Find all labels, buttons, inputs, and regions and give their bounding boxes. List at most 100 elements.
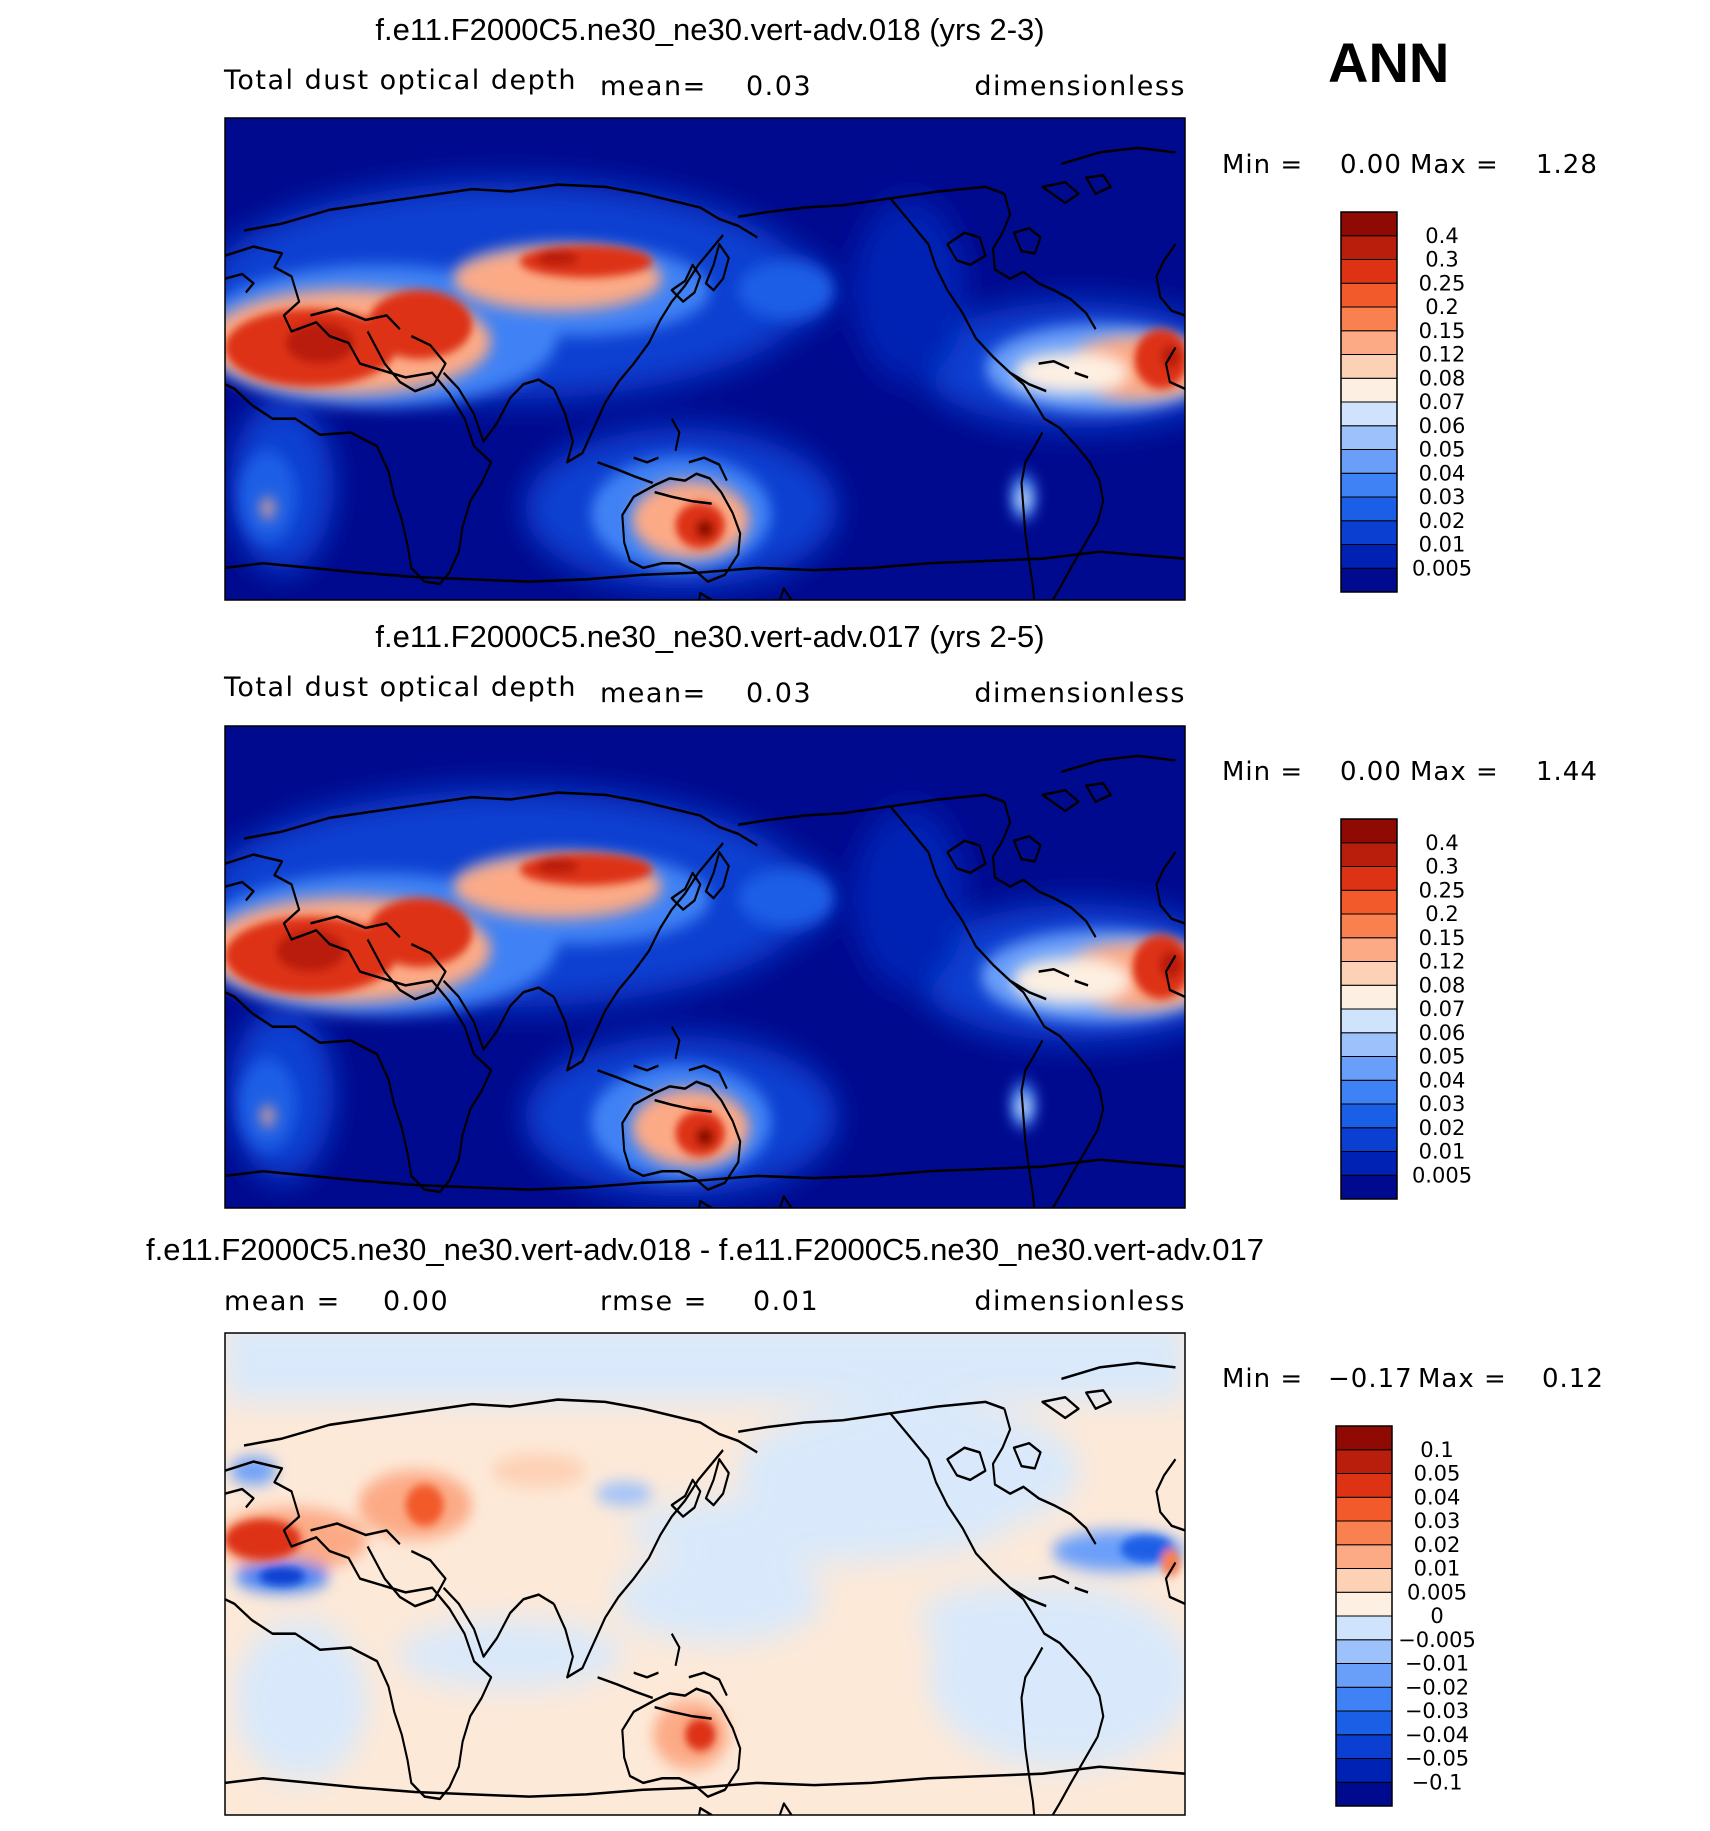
panel-2-max-label: Max = <box>1410 757 1499 787</box>
colorbar-label: 0.03 <box>1419 485 1466 509</box>
colorbar-label: 0.12 <box>1419 950 1466 974</box>
colorbar-segment <box>1340 449 1398 474</box>
panel-2-mean-value: 0.03 <box>746 678 812 709</box>
colorbar-segment <box>1335 1591 1393 1617</box>
colorbar-segment <box>1340 1103 1398 1129</box>
colorbar-label: 0.07 <box>1419 390 1466 414</box>
colorbar-segment <box>1340 1079 1398 1105</box>
panel-1-mean-value: 0.03 <box>746 71 812 102</box>
colorbar-label: −0.01 <box>1405 1652 1469 1676</box>
colorbar-label: 0.08 <box>1419 973 1466 997</box>
panel-3-colorbar: −0.1−0.05−0.04−0.03−0.02−0.01−0.00500.00… <box>1335 1425 1476 1807</box>
panel-3-min-value: −0.17 <box>1328 1364 1413 1394</box>
colorbar-label: 0.03 <box>1419 1092 1466 1116</box>
panel-3-map <box>224 1332 1186 1816</box>
colorbar-segment <box>1340 401 1398 427</box>
colorbar-label: 0 <box>1430 1604 1443 1628</box>
colorbar-label: −0.005 <box>1398 1628 1476 1652</box>
colorbar-label: 0.02 <box>1419 509 1466 533</box>
panel-3-max-label: Max = <box>1418 1364 1507 1394</box>
panel-2-min-value: 0.00 <box>1340 757 1402 787</box>
panel-2-map <box>224 725 1186 1209</box>
colorbar-segment <box>1340 1174 1398 1200</box>
colorbar-segment <box>1340 567 1398 593</box>
colorbar-label: 0.04 <box>1419 1068 1466 1092</box>
colorbar-segment <box>1335 1734 1393 1759</box>
colorbar-label: −0.04 <box>1405 1723 1469 1747</box>
colorbar-label: 0.25 <box>1419 271 1466 295</box>
colorbar-label: −0.03 <box>1405 1699 1469 1723</box>
colorbar-label: 0.12 <box>1419 343 1466 367</box>
panel-3-mean-value: 0.00 <box>383 1286 449 1317</box>
panel-1-min-label: Min = <box>1222 150 1303 180</box>
colorbar-segment <box>1340 544 1398 569</box>
colorbar-label: 0.02 <box>1419 1116 1466 1140</box>
colorbar-segment <box>1340 913 1398 939</box>
colorbar-label: 0.4 <box>1425 224 1458 248</box>
colorbar-segment <box>1340 259 1398 284</box>
colorbar-label: −0.1 <box>1412 1770 1463 1794</box>
panel-1-min-value: 0.00 <box>1340 150 1402 180</box>
panel-1-title: f.e11.F2000C5.ne30_ne30.vert-adv.018 (yr… <box>375 12 1044 47</box>
colorbar-label: −0.05 <box>1405 1747 1469 1771</box>
colorbar-outline <box>1335 1425 1393 1807</box>
panel-2-max-value: 1.44 <box>1536 757 1598 787</box>
colorbar-label: 0.2 <box>1425 295 1458 319</box>
colorbar-label: 0.02 <box>1414 1533 1461 1557</box>
colorbar-segment <box>1340 235 1398 260</box>
colorbar-segment <box>1340 984 1398 1010</box>
panel-2-min-label: Min = <box>1222 757 1303 787</box>
colorbar-label: 0.01 <box>1419 1140 1466 1164</box>
colorbar-label: 0.08 <box>1419 366 1466 390</box>
panel-3-units: dimensionless <box>974 1286 1186 1317</box>
colorbar-label: 0.04 <box>1414 1485 1461 1509</box>
panel-1-max-label: Max = <box>1410 150 1499 180</box>
colorbar-label: 0.05 <box>1419 438 1466 462</box>
colorbar-segment <box>1340 889 1398 915</box>
panel-2: f.e11.F2000C5.ne30_ne30.vert-adv.017 (yr… <box>223 619 1598 1209</box>
colorbar-label: 0.01 <box>1414 1557 1461 1581</box>
panel-3-title: f.e11.F2000C5.ne30_ne30.vert-adv.018 - f… <box>146 1232 1264 1267</box>
colorbar-segment <box>1340 937 1398 962</box>
colorbar-segment <box>1335 1568 1393 1593</box>
panel-3: f.e11.F2000C5.ne30_ne30.vert-adv.018 - f… <box>146 1232 1604 1816</box>
colorbar-segment <box>1340 818 1398 844</box>
colorbar-label: 0.005 <box>1412 556 1472 580</box>
colorbar-segment <box>1335 1663 1393 1688</box>
colorbar-segment <box>1335 1758 1393 1783</box>
colorbar-label: 0.01 <box>1419 533 1466 557</box>
colorbar-segment <box>1340 377 1398 403</box>
panel-2-variable: Total dust optical depth <box>223 672 577 703</box>
panel-3-max-value: 0.12 <box>1542 1364 1604 1394</box>
colorbar-segment <box>1340 1151 1398 1176</box>
colorbar-segment <box>1340 330 1398 355</box>
colorbar-label: 0.05 <box>1414 1462 1461 1486</box>
colorbar-label: 0.03 <box>1414 1509 1461 1533</box>
panel-2-title: f.e11.F2000C5.ne30_ne30.vert-adv.017 (yr… <box>375 619 1044 654</box>
panel-3-rmse-value: 0.01 <box>753 1286 819 1317</box>
panel-1-max-value: 1.28 <box>1536 150 1598 180</box>
panel-1-units: dimensionless <box>974 71 1186 102</box>
colorbar-segment <box>1335 1449 1393 1474</box>
colorbar-segment <box>1335 1781 1393 1807</box>
panel-1-colorbar: 0.0050.010.020.030.040.050.060.070.080.1… <box>1340 211 1472 593</box>
colorbar-label: 0.005 <box>1407 1580 1467 1604</box>
colorbar-segment <box>1335 1425 1393 1451</box>
colorbar-segment <box>1335 1710 1393 1736</box>
colorbar-label: 0.05 <box>1419 1045 1466 1069</box>
colorbar-segment <box>1340 866 1398 891</box>
panel-3-rmse-label: rmse = <box>600 1286 708 1317</box>
colorbar-segment <box>1340 961 1398 986</box>
colorbar-outline <box>1340 818 1398 1200</box>
colorbar-label: 0.3 <box>1425 248 1458 272</box>
colorbar-label: 0.06 <box>1419 1021 1466 1045</box>
panel-2-mean-label: mean= <box>600 678 707 709</box>
colorbar-label: 0.3 <box>1425 855 1458 879</box>
colorbar-segment <box>1340 354 1398 379</box>
colorbar-segment <box>1335 1544 1393 1569</box>
colorbar-segment <box>1340 1032 1398 1057</box>
colorbar-label: 0.15 <box>1419 319 1466 343</box>
panel-1-variable: Total dust optical depth <box>223 65 577 96</box>
colorbar-label: −0.02 <box>1405 1675 1469 1699</box>
